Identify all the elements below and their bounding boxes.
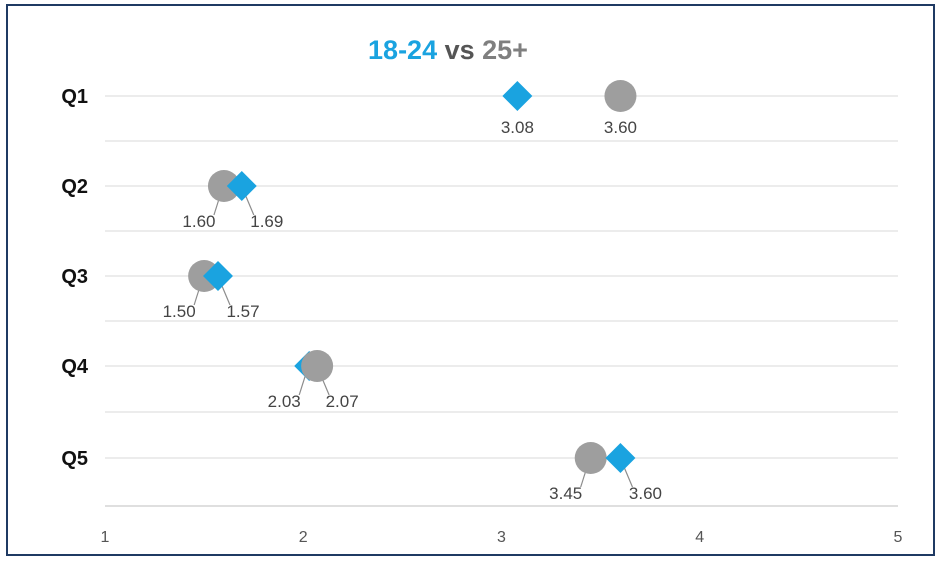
category-label-q4: Q4 bbox=[61, 356, 89, 378]
x-tick-label: 1 bbox=[101, 529, 110, 546]
leader-line bbox=[221, 285, 231, 306]
x-tick-label: 2 bbox=[299, 529, 308, 546]
x-tick-label: 3 bbox=[497, 529, 506, 546]
category-label-q2: Q2 bbox=[61, 176, 88, 198]
data-label-18-24-q1: 3.08 bbox=[501, 118, 534, 137]
title-part-18-24: 18-24 bbox=[368, 35, 437, 65]
category-label-q3: Q3 bbox=[61, 266, 88, 288]
gridlines bbox=[105, 95, 898, 507]
data-label-18-24-q3: 1.57 bbox=[226, 302, 259, 321]
data-label-18-24-q5: 3.60 bbox=[629, 484, 662, 503]
category-label-q1: Q1 bbox=[61, 86, 88, 108]
marker-25plus-q2 bbox=[207, 170, 240, 202]
category-label-q5: Q5 bbox=[61, 448, 88, 470]
data-label-18-24-q4: 2.03 bbox=[268, 392, 301, 411]
markers bbox=[188, 80, 637, 474]
marker-25plus-q5 bbox=[574, 442, 607, 474]
data-label-25plus-q2: 1.60 bbox=[182, 212, 215, 231]
leader-line bbox=[298, 375, 306, 396]
leader-line bbox=[245, 195, 255, 216]
marker-18-24-q2 bbox=[226, 171, 257, 201]
chart-title: 18-24 vs 25+ bbox=[368, 35, 528, 65]
x-tick-label: 5 bbox=[894, 529, 903, 546]
data-label-25plus-q5: 3.45 bbox=[549, 484, 582, 503]
labels: Q1 Q2 Q3 Q4 Q5 1 2 3 4 5 3.08 3.60 1.60 1.69 1.50 1.57 2… bbox=[61, 86, 902, 546]
marker-18-24-q5 bbox=[605, 443, 636, 473]
marker-18-24-q3 bbox=[203, 261, 234, 291]
marker-25plus-q1 bbox=[604, 80, 637, 112]
marker-18-24-q1 bbox=[502, 81, 533, 111]
data-label-25plus-q4: 2.07 bbox=[326, 392, 359, 411]
data-label-25plus-q3: 1.50 bbox=[163, 302, 196, 321]
title-part-25plus: 25+ bbox=[482, 35, 528, 65]
title-part-vs: vs bbox=[437, 35, 482, 65]
data-label-25plus-q1: 3.60 bbox=[604, 118, 637, 137]
leader-line bbox=[623, 467, 634, 488]
data-label-18-24-q2: 1.69 bbox=[250, 212, 283, 231]
marker-25plus-q4 bbox=[301, 350, 334, 382]
leader-lines bbox=[193, 195, 634, 488]
x-tick-label: 4 bbox=[695, 529, 704, 546]
